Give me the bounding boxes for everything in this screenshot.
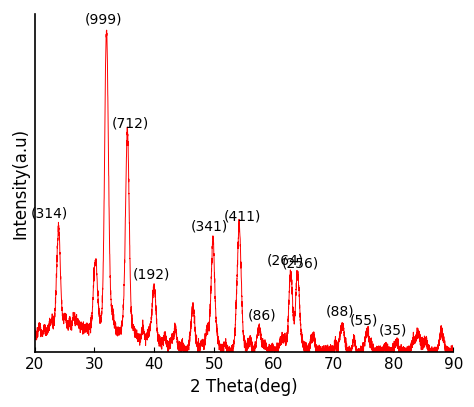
Text: (55): (55) [349,314,378,328]
Text: (712): (712) [112,116,149,130]
Text: (999): (999) [85,12,122,26]
Text: (192): (192) [133,267,170,281]
Text: (314): (314) [31,207,68,221]
Text: (35): (35) [379,323,408,337]
Text: (341): (341) [191,219,228,233]
Text: (86): (86) [247,309,276,323]
Text: (411): (411) [223,210,261,224]
Text: (264): (264) [267,253,304,267]
X-axis label: 2 Theta(deg): 2 Theta(deg) [190,378,298,396]
Text: (256): (256) [282,256,319,271]
Y-axis label: Intensity(a.u): Intensity(a.u) [11,127,29,239]
Text: (88): (88) [325,304,354,318]
